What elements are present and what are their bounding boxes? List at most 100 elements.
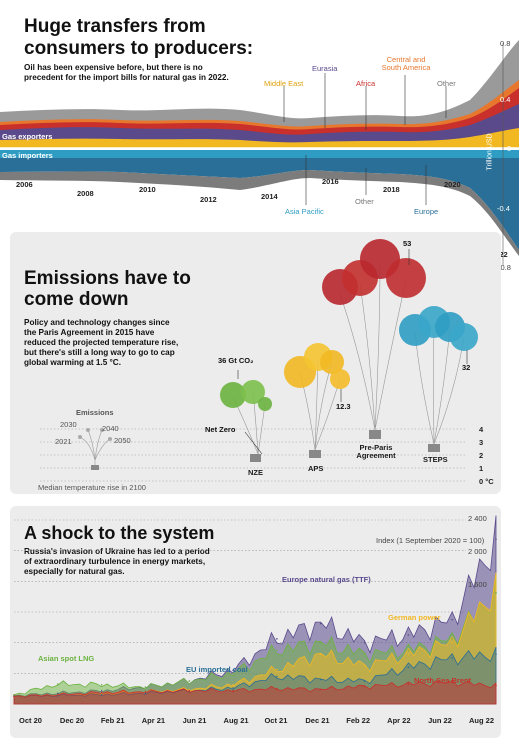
label-eurasia: Eurasia <box>312 64 338 73</box>
emissions-legend <box>79 429 111 466</box>
data-point <box>276 675 278 678</box>
label-importer-other: Other <box>355 197 374 206</box>
shock-x-tick: Aug 22 <box>469 716 495 725</box>
data-point <box>100 694 103 696</box>
y-tick: -0.4 <box>497 204 510 213</box>
temp-tick: 0 °C <box>479 477 494 486</box>
emissions-title-line2: come down <box>24 289 129 310</box>
aps-balloons <box>284 343 350 458</box>
data-point <box>57 692 59 695</box>
data-point <box>363 641 366 644</box>
shock-text-line3: especially for natural gas. <box>24 567 125 576</box>
data-point <box>319 653 322 655</box>
prepa-value: 53 <box>403 239 412 248</box>
section-emissions-content: Emissions have to come down Policy and t… <box>10 232 501 494</box>
data-point <box>363 664 366 667</box>
data-point <box>407 666 410 668</box>
data-point <box>57 694 59 696</box>
data-point <box>276 649 278 652</box>
section-shock-content: A shock to the system Russia's invasion … <box>10 506 501 738</box>
label-africa: Africa <box>356 79 376 88</box>
data-point <box>451 641 453 644</box>
data-point <box>276 668 278 671</box>
data-point <box>188 689 191 692</box>
steps-balloons <box>399 306 478 452</box>
transfers-subtitle-line2: precedent for the import bills for natur… <box>24 73 229 82</box>
data-point <box>188 680 191 682</box>
shock-chart <box>13 515 497 705</box>
data-point <box>144 686 147 688</box>
data-point <box>100 691 103 694</box>
nze-value: 36 Gt CO₂ <box>218 356 254 365</box>
shock-y-tick: 2 400 <box>468 514 487 523</box>
year-tick: 2020 <box>444 180 461 189</box>
transfers-subtitle-line1: Oil has been expensive before, but there… <box>24 63 203 72</box>
axis-label-trillion: Trillion USD <box>486 133 494 171</box>
emissions-text-line1: Policy and technology changes since <box>24 318 170 327</box>
y-tick: 0.4 <box>500 95 511 104</box>
series-label-ttf: Europe natural gas (TTF) <box>282 575 371 584</box>
year-tick: 2014 <box>261 192 278 201</box>
legend-year-2030: 2030 <box>60 420 77 429</box>
section-transfers: Huge transfers from consumers to produce… <box>0 0 519 272</box>
data-point <box>451 681 453 684</box>
steps-value: 32 <box>462 363 471 372</box>
data-point <box>495 684 497 687</box>
net-zero-label: Net Zero <box>205 425 236 434</box>
data-point <box>276 687 278 690</box>
year-tick: 2008 <box>77 189 94 198</box>
scenario-prepa: Pre-Paris Agreement <box>356 443 396 460</box>
temp-axis-label: Median temperature rise in 2100 <box>38 483 146 492</box>
data-point <box>495 538 497 540</box>
emissions-title-line1: Emissions have to <box>24 268 191 289</box>
temp-tick: 2 <box>479 451 484 460</box>
data-point <box>232 669 234 672</box>
year-tick: 2012 <box>200 195 217 204</box>
legend-year-2040: 2040 <box>102 424 119 433</box>
label-europe: Europe <box>414 207 439 216</box>
shock-x-tick: Feb 21 <box>100 716 125 725</box>
shock-x-tick: Aug 21 <box>223 716 249 725</box>
data-point <box>13 694 15 696</box>
exporter-middle-east-area <box>0 128 519 148</box>
data-point <box>319 678 322 681</box>
emissions-legend-label: Emissions <box>76 408 114 417</box>
emissions-text-line3: reduced the projected temperature rise, <box>24 338 179 347</box>
year-tick: 2018 <box>383 185 400 194</box>
data-point <box>495 592 497 594</box>
data-point <box>451 657 453 659</box>
transfers-title-line1: Huge transfers from <box>24 16 206 37</box>
data-point <box>363 653 366 655</box>
legend-year-2021: 2021 <box>55 437 72 446</box>
temp-tick: 3 <box>479 438 484 447</box>
year-tick: 2006 <box>16 180 33 189</box>
shock-x-tick: Feb 22 <box>346 716 371 725</box>
temp-tick: 4 <box>479 425 484 434</box>
series-label-coal: EU imported coal <box>186 665 248 674</box>
series-label-power: German power <box>388 613 441 622</box>
data-point <box>276 638 278 640</box>
emissions-text-line4: but there's still a long way to go to ca… <box>24 348 175 357</box>
data-point <box>407 683 410 685</box>
prepa-balloons <box>322 239 426 439</box>
data-point <box>144 690 147 693</box>
shock-y-tick: 2 000 <box>468 547 487 556</box>
data-point <box>144 692 147 695</box>
data-point <box>451 618 453 621</box>
shock-x-tick: Dec 21 <box>305 716 330 725</box>
shock-x-tick: Jun 21 <box>182 716 207 725</box>
shock-text-line2: of extraordinary turbulence in energy ma… <box>24 557 206 566</box>
data-point <box>407 649 410 652</box>
label-gas-exporters: Gas exporters <box>2 132 53 141</box>
shock-x-tick: Apr 21 <box>141 716 166 725</box>
data-point <box>57 683 59 685</box>
series-area-north-sea-brent <box>13 680 497 705</box>
temp-tick: 1 <box>479 464 484 473</box>
data-point <box>407 653 410 655</box>
transfers-chart <box>0 40 519 265</box>
data-point <box>363 680 366 682</box>
shock-x-tick: Oct 20 <box>19 716 42 725</box>
data-point <box>407 634 410 636</box>
aps-value: 12.3 <box>336 402 351 411</box>
data-point <box>319 641 322 644</box>
